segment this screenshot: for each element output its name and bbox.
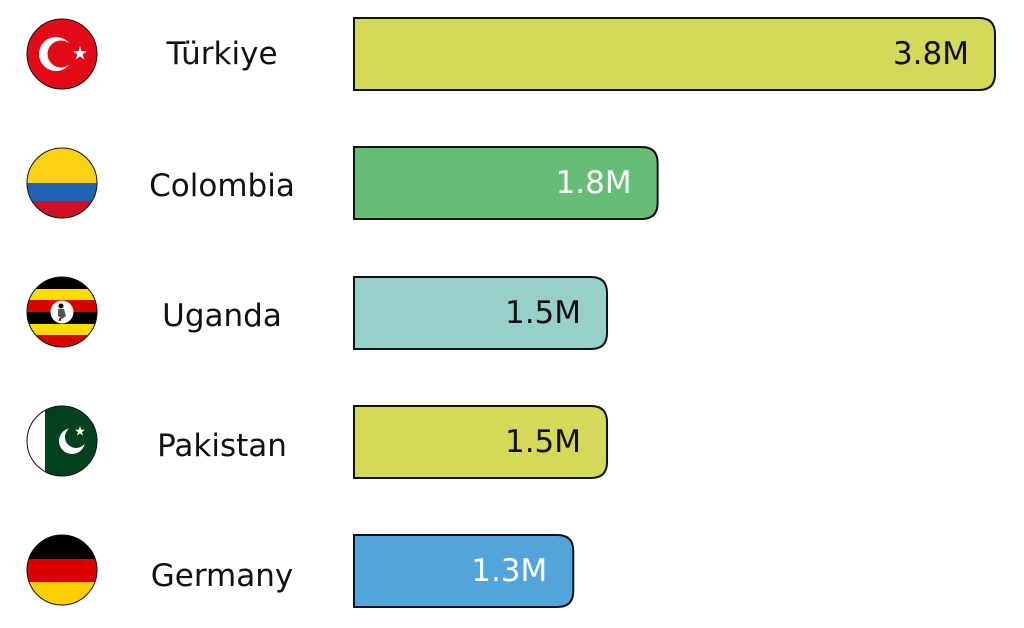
bar-colombia (353, 146, 659, 220)
bar-uganda (353, 276, 609, 350)
bar-turkiye (353, 17, 996, 91)
category-label-uganda: Uganda (162, 298, 282, 334)
category-label-pakistan: Pakistan (157, 428, 287, 464)
bar-germany (353, 534, 575, 608)
value-label-colombia: 1.8M (556, 165, 632, 201)
pakistan-flag-icon (26, 405, 98, 477)
category-label-colombia: Colombia (149, 168, 295, 204)
value-label-germany: 1.3M (471, 553, 547, 589)
category-label-turkiye: Türkiye (165, 36, 277, 72)
value-label-pakistan: 1.5M (505, 424, 581, 460)
value-label-uganda: 1.5M (505, 295, 581, 331)
value-label-turkiye: 3.8M (893, 36, 969, 72)
bar-pakistan (353, 405, 609, 479)
colombia-flag-icon (26, 147, 98, 219)
turkey-flag-icon (26, 18, 98, 90)
category-label-germany: Germany (151, 558, 293, 594)
uganda-flag-icon (26, 276, 98, 348)
germany-flag-icon (26, 534, 98, 606)
